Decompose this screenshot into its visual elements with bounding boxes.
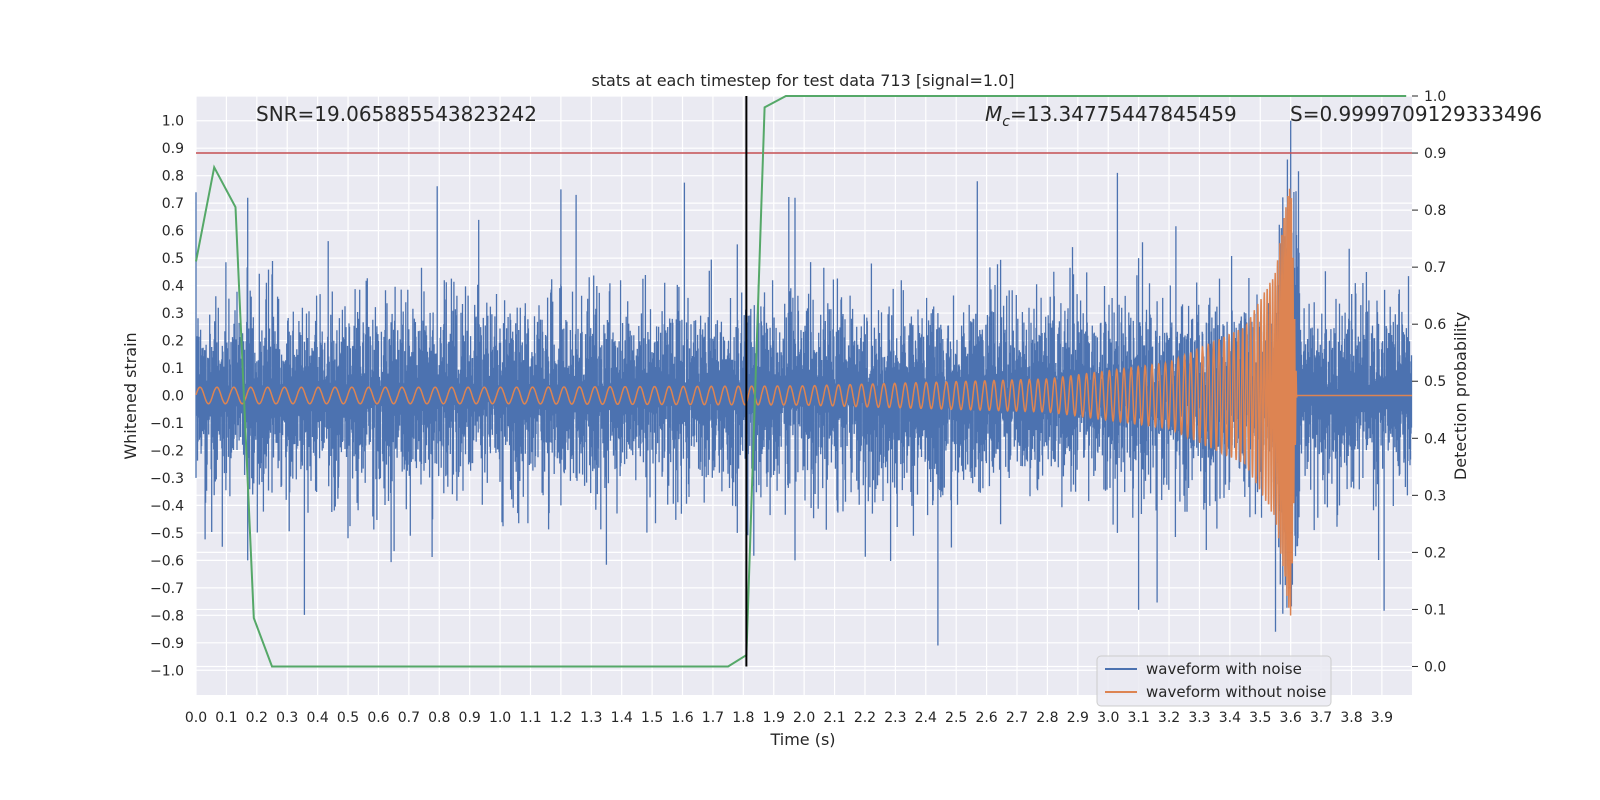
y-tick-label-right: 0.1 [1424,602,1446,618]
x-tick-label: 1.7 [702,710,724,726]
y-axis-label-left: Whitened strain [121,332,140,459]
y-tick-label-left: −0.9 [150,636,184,652]
series-detection-probability [195,95,1407,668]
y-tick-label-right: 0.3 [1424,488,1446,504]
y-tick-label-left: −0.7 [150,581,184,597]
x-tick-label: 2.2 [854,710,876,726]
series-clean-waveform [195,188,1412,616]
y-tick-label-left: 0.8 [162,169,184,185]
x-tick-label: 3.6 [1280,710,1302,726]
y-tick-label-left: −0.4 [150,498,184,514]
y-tick-label-left: 0.0 [162,389,184,405]
chirp-mass-annotation: Mc=13.34775447845459 [985,102,1237,130]
y-tick-label-right: 0.5 [1424,374,1446,390]
x-tick-label: 1.0 [489,710,511,726]
y-tick-label-left: 0.9 [162,141,184,157]
x-tick-label: 3.4 [1219,710,1241,726]
x-tick-label: 1.2 [550,710,572,726]
legend-label-noisy: waveform with noise [1146,660,1302,678]
chirp-mass-value: =13.34775447845459 [1010,102,1237,126]
y-tick-labels-left: 1.0 0.9 0.8 0.7 0.6 0.5 0.4 0.3 0.2 0.1 0.0 −0.1 −0.… [150,114,184,680]
chart-title: stats at each timestep for test data 713… [591,71,1014,90]
x-tick-label: 2.4 [915,710,937,726]
x-tick-label: 1.8 [732,710,754,726]
x-tick-label: 3.8 [1340,710,1362,726]
y-tick-label-left: −1.0 [150,663,184,679]
x-tick-labels: 0.0 0.1 0.2 0.3 0.4 0.5 0.6 0.7 0.8 0.9 1.0 1.1 1.2 1… [185,710,1393,726]
x-tick-label: 2.0 [793,710,815,726]
x-axis-label: Time (s) [769,730,835,749]
y-tick-label-left: 0.5 [162,251,184,267]
y-tick-label-left: 0.7 [162,196,184,212]
y-tick-label-left: 0.6 [162,224,184,240]
x-tick-label: 1.9 [763,710,785,726]
x-tick-label: 2.7 [1006,710,1028,726]
legend-label-clean: waveform without noise [1146,683,1326,701]
y-tick-label-left: −0.3 [150,471,184,487]
x-tick-label: 3.2 [1158,710,1180,726]
y-tick-label-left: 0.1 [162,361,184,377]
x-tick-label: 0.8 [428,710,450,726]
x-tick-label: 2.8 [1036,710,1058,726]
y-tick-label-left: −0.8 [150,608,184,624]
x-tick-label: 3.9 [1371,710,1393,726]
y-tick-label-right: 1.0 [1424,89,1446,105]
y-tick-label-right: 0.9 [1424,146,1446,162]
y-tick-label-left: −0.5 [150,526,184,542]
legend: waveform with noise waveform without noi… [1096,655,1332,707]
x-tick-label: 0.9 [459,710,481,726]
x-tick-label: 2.9 [1067,710,1089,726]
x-tick-label: 2.1 [823,710,845,726]
y-tick-label-right: 0.2 [1424,545,1446,561]
x-tick-label: 0.6 [367,710,389,726]
snr-annotation: SNR=19.065885543823242 [256,102,537,126]
y-tick-label-right: 0.4 [1424,431,1446,447]
y-tick-label-right: 0.0 [1424,659,1446,675]
x-tick-label: 0.7 [398,710,420,726]
x-tick-label: 0.1 [215,710,237,726]
x-tick-label: 0.5 [337,710,359,726]
x-tick-label: 3.3 [1188,710,1210,726]
y-tick-label-left: 0.4 [162,279,184,295]
x-tick-label: 1.5 [641,710,663,726]
legend-box [1096,655,1332,707]
y-tick-label-left: −0.2 [150,443,184,459]
x-tick-label: 1.6 [671,710,693,726]
x-tick-label: 1.3 [580,710,602,726]
y-tick-labels-right: 1.0 0.9 0.8 0.7 0.6 0.5 0.4 0.3 0.2 0.1 0.0 [1412,89,1446,675]
y-tick-label-right: 0.8 [1424,203,1446,219]
x-tick-label: 0.4 [306,710,328,726]
chirp-mass-subscript: c [1002,114,1010,130]
y-tick-label-right: 0.6 [1424,317,1446,333]
x-tick-label: 2.6 [975,710,997,726]
x-tick-label: 1.1 [519,710,541,726]
y-tick-label-left: 0.3 [162,306,184,322]
chirp-mass-symbol: M [985,102,1002,126]
x-tick-label: 1.4 [611,710,633,726]
y-tick-label-left: −0.6 [150,553,184,569]
x-tick-label: 0.3 [276,710,298,726]
x-tick-label: 0.0 [185,710,207,726]
x-tick-label: 2.3 [884,710,906,726]
x-tick-label: 0.2 [246,710,268,726]
x-tick-label: 3.7 [1310,710,1332,726]
s-annotation: S=0.9999709129333496 [1290,102,1542,126]
x-tick-label: 2.5 [945,710,967,726]
y-tick-label-right: 0.7 [1424,260,1446,276]
y-tick-label-left: 0.2 [162,334,184,350]
y-tick-label-left: −0.1 [150,416,184,432]
x-tick-label: 3.1 [1128,710,1150,726]
x-tick-label: 3.0 [1097,710,1119,726]
y-axis-label-right: Detection probability [1451,312,1470,480]
y-tick-label-left: 1.0 [162,114,184,130]
x-tick-label: 3.5 [1249,710,1271,726]
